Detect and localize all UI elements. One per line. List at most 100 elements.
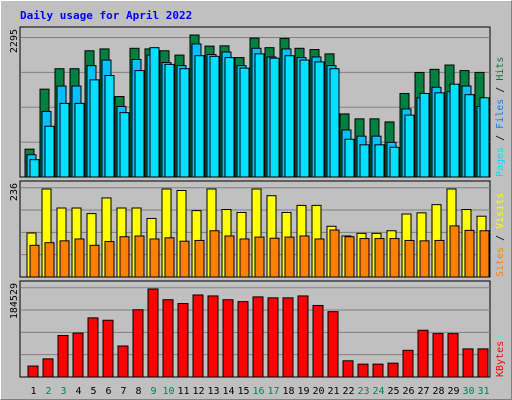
bar-pages-day-24 (374, 144, 385, 178)
bar-kbytes-day-25 (387, 362, 399, 378)
day-label-24: 24 (372, 386, 384, 397)
bar-kbytes-day-7 (117, 345, 129, 378)
bar-pages-day-14 (224, 57, 235, 178)
bar-kbytes-day-18 (282, 297, 294, 378)
legend-files: Files (495, 99, 506, 129)
bar-pages-day-15 (239, 67, 250, 178)
bar-sites-day-8 (134, 235, 145, 278)
bar-pages-day-23 (359, 144, 370, 178)
bar-sites-day-19 (299, 235, 310, 278)
day-label-18: 18 (282, 386, 294, 397)
day-label-26: 26 (402, 386, 414, 397)
day-label-14: 14 (222, 386, 234, 397)
bar-pages-day-4 (74, 102, 85, 178)
bar-pages-day-31 (479, 97, 490, 178)
bar-pages-day-7 (119, 112, 130, 178)
side-legend-panel-2: Sites / Visits (495, 193, 506, 277)
day-label-25: 25 (387, 386, 399, 397)
bar-pages-day-22 (344, 138, 355, 178)
bar-pages-day-16 (254, 53, 265, 178)
bar-sites-day-30 (464, 229, 475, 278)
y-max-label-panel-3: 184529 (9, 283, 20, 319)
day-label-29: 29 (447, 386, 459, 397)
bar-kbytes-day-13 (207, 295, 219, 378)
bar-sites-day-5 (89, 244, 100, 278)
bar-kbytes-day-10 (162, 299, 174, 378)
bar-sites-day-6 (104, 241, 115, 278)
bar-kbytes-day-24 (372, 363, 384, 378)
bar-pages-day-27 (419, 92, 430, 178)
day-label-9: 9 (150, 386, 156, 397)
legend-pages: Pages (495, 147, 506, 177)
day-label-6: 6 (105, 386, 111, 397)
bar-sites-day-10 (164, 237, 175, 278)
day-label-2: 2 (45, 386, 51, 397)
bar-pages-day-8 (134, 70, 145, 178)
bar-sites-day-14 (224, 235, 235, 278)
bar-kbytes-day-29 (447, 333, 459, 378)
bar-kbytes-day-11 (177, 303, 189, 378)
bar-sites-day-16 (254, 236, 265, 278)
bar-sites-day-20 (314, 238, 325, 278)
bar-kbytes-day-6 (102, 319, 114, 378)
bar-kbytes-day-2 (42, 358, 54, 378)
bar-pages-day-3 (59, 102, 70, 178)
bar-kbytes-day-3 (57, 335, 69, 378)
bar-kbytes-day-21 (327, 311, 339, 378)
bar-pages-day-9 (149, 47, 160, 178)
bar-pages-day-28 (434, 92, 445, 178)
bar-kbytes-day-31 (477, 348, 489, 378)
bar-sites-day-12 (194, 239, 205, 278)
day-label-1: 1 (30, 386, 36, 397)
bar-sites-day-13 (209, 230, 220, 278)
day-label-21: 21 (327, 386, 339, 397)
bar-pages-day-12 (194, 55, 205, 178)
bar-sites-day-26 (404, 239, 415, 278)
bar-sites-day-2 (44, 242, 55, 278)
bar-pages-day-29 (449, 83, 460, 178)
bar-sites-day-9 (149, 238, 160, 278)
bar-kbytes-day-26 (402, 349, 414, 378)
day-label-10: 10 (162, 386, 174, 397)
day-label-3: 3 (60, 386, 66, 397)
legend-visits: Visits (495, 193, 506, 229)
day-label-20: 20 (312, 386, 324, 397)
day-label-16: 16 (252, 386, 264, 397)
side-legend-panel-1: Pages / Files / Hits (495, 57, 506, 177)
bar-sites-day-31 (479, 230, 490, 278)
bar-kbytes-day-16 (252, 296, 264, 378)
bar-pages-day-30 (464, 94, 475, 178)
bar-kbytes-day-23 (357, 363, 369, 378)
bar-pages-day-6 (104, 75, 115, 178)
legend- /: / (495, 81, 506, 99)
bar-kbytes-day-12 (192, 294, 204, 378)
day-label-4: 4 (75, 386, 81, 397)
bar-sites-day-22 (344, 236, 355, 278)
bar-pages-day-20 (314, 61, 325, 178)
bar-pages-day-25 (389, 146, 400, 178)
bar-kbytes-day-5 (87, 317, 99, 378)
bar-sites-day-25 (389, 238, 400, 278)
day-label-15: 15 (237, 386, 249, 397)
bar-pages-day-1 (29, 159, 40, 178)
legend- /: / (495, 129, 506, 147)
day-label-28: 28 (432, 386, 444, 397)
bar-kbytes-day-28 (432, 333, 444, 378)
bar-kbytes-day-22 (342, 360, 354, 378)
bar-sites-day-18 (284, 236, 295, 278)
y-max-label-panel-1: 2295 (9, 29, 20, 53)
bar-pages-day-26 (404, 114, 415, 178)
day-label-5: 5 (90, 386, 96, 397)
bar-kbytes-day-30 (462, 348, 474, 378)
bar-sites-day-3 (59, 240, 70, 278)
bar-sites-day-27 (419, 240, 430, 278)
day-label-19: 19 (297, 386, 309, 397)
bar-sites-day-17 (269, 237, 280, 278)
day-label-22: 22 (342, 386, 354, 397)
y-max-label-panel-2: 236 (9, 183, 20, 201)
day-label-17: 17 (267, 386, 279, 397)
bar-kbytes-day-15 (237, 301, 249, 378)
day-label-23: 23 (357, 386, 369, 397)
bar-sites-day-29 (449, 225, 460, 278)
